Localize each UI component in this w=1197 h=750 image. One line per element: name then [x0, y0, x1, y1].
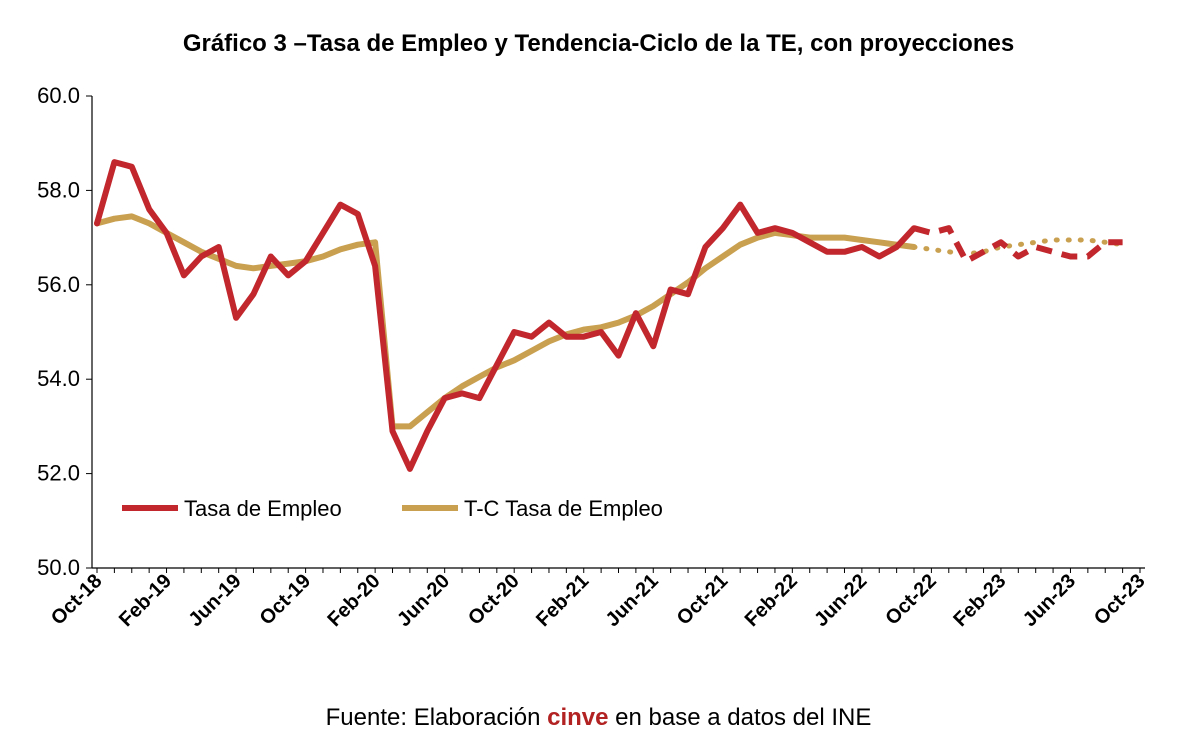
legend: Tasa de Empleo T-C Tasa de Empleo — [122, 496, 663, 521]
x-tick-label: Oct-21 — [673, 570, 733, 630]
x-tick-label: Oct-20 — [464, 570, 524, 630]
y-tick-label: 50.0 — [37, 555, 80, 580]
x-tick-label: Jun-22 — [810, 570, 871, 631]
y-tick-label: 56.0 — [37, 272, 80, 297]
source-prefix: Fuente: Elaboración — [325, 704, 548, 731]
tasa-de-empleo-line — [94, 159, 917, 472]
x-tick-label: Feb-23 — [949, 570, 1010, 631]
x-tick-label: Oct-22 — [881, 570, 941, 630]
x-tick-label: Jun-19 — [184, 570, 245, 631]
source-note: Fuente: Elaboración cinve en base a dato… — [0, 704, 1197, 732]
x-tick-label: Oct-23 — [1090, 570, 1150, 630]
x-tick-label: Jun-23 — [1019, 570, 1080, 631]
x-tick-label: Feb-22 — [741, 570, 802, 631]
x-tick-label: Feb-21 — [532, 570, 593, 631]
legend-label: T-C Tasa de Empleo — [464, 496, 663, 521]
x-tick-label: Jun-21 — [602, 570, 663, 631]
series-3-line — [911, 237, 1126, 257]
series-1-line — [913, 225, 1123, 265]
x-tick-label: Feb-20 — [324, 570, 385, 631]
t-c-tasa-de-empleo-line — [94, 213, 917, 430]
legend-label: Tasa de Empleo — [184, 496, 342, 521]
source-brand: cinve — [547, 704, 609, 731]
x-tick-label: Jun-20 — [393, 570, 454, 631]
series-layer — [94, 159, 1126, 472]
y-tick-label: 54.0 — [37, 366, 80, 391]
y-tick-label: 60.0 — [37, 83, 80, 108]
source-suffix: en base a datos del INE — [608, 704, 872, 731]
y-axis-ticks: 50.0 52.0 54.0 56.0 58.0 60.0 — [37, 83, 92, 580]
y-tick-label: 52.0 — [37, 461, 80, 486]
x-tick-label: Oct-19 — [256, 570, 316, 630]
x-tick-label: Feb-19 — [115, 570, 176, 631]
line-chart: 50.0 52.0 54.0 56.0 58.0 60.0 Oct-18 Feb-19 Jun… — [37, 83, 1150, 631]
chart-title: Gráfico 3 –Tasa de Empleo y Tendencia-Ci… — [182, 30, 1015, 57]
x-axis-ticks: Oct-18 Feb-19 Jun-19 Oct-19 Feb-20 Jun-20 Oct-… — [47, 568, 1150, 631]
y-tick-label: 58.0 — [37, 177, 80, 202]
